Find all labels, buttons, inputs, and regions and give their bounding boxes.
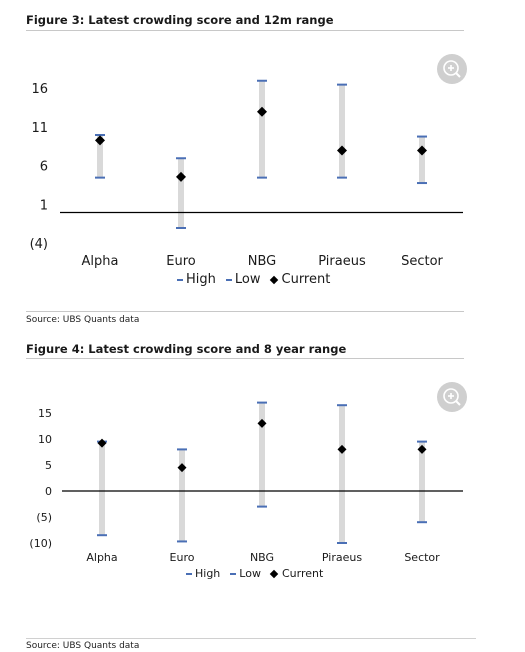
range-bar: [339, 405, 345, 543]
y-tick-label: 5: [45, 459, 52, 472]
range-bar: [259, 80, 265, 178]
figure-4-chart: 15 10 5 0 (5) (10) Alpha Euro NBG Piraeus Sector: [29, 401, 463, 564]
y-tick-label: 16: [31, 82, 48, 97]
current-marker: [257, 418, 267, 428]
figure-4-legend: High Low Current: [186, 567, 323, 580]
legend-high: High: [177, 272, 216, 287]
range-bar: [259, 402, 265, 507]
y-tick-label: 0: [45, 485, 52, 498]
current-marker: [417, 145, 427, 156]
range-bar: [339, 84, 345, 178]
current-marker: [95, 135, 105, 146]
y-tick-label: (10): [29, 537, 52, 550]
current-marker: [337, 444, 347, 454]
y-tick-label: 11: [31, 121, 48, 136]
category-label: NBG: [248, 254, 277, 269]
figure-4-title: Figure 4: Latest crowding score and 8 ye…: [26, 342, 347, 356]
current-marker: [337, 145, 347, 156]
low-marker-icon: [230, 572, 237, 575]
zoom-in-icon: [443, 60, 461, 78]
figure-3-zoom-button[interactable]: [437, 54, 467, 84]
range-bar: [179, 449, 185, 542]
current-marker: [176, 171, 186, 182]
legend-low-label: Low: [234, 272, 261, 287]
category-label: Piraeus: [318, 254, 366, 269]
category-label: NBG: [250, 551, 274, 564]
current-marker: [257, 106, 267, 117]
legend-low: Low: [225, 272, 261, 287]
figure-4-title-divider: [26, 358, 464, 359]
y-tick-label: (4): [30, 237, 48, 252]
current-marker: [177, 463, 187, 473]
low-marker-icon: [225, 278, 232, 281]
legend-high-label: High: [186, 272, 216, 287]
category-label: Euro: [170, 551, 195, 564]
figure-3-title-divider: [26, 30, 464, 31]
current-marker: [97, 438, 107, 448]
figure-4-source: Source: UBS Quants data: [26, 641, 140, 651]
y-tick-label: 1: [40, 198, 48, 213]
figure-3-title: Figure 3: Latest crowding score and 12m …: [26, 13, 334, 27]
category-label: Alpha: [86, 551, 117, 564]
legend-current-label: Current: [281, 272, 331, 287]
category-label: Sector: [401, 254, 443, 269]
current-marker: [417, 444, 427, 454]
legend-low: Low: [230, 567, 261, 580]
figure-3-source: Source: UBS Quants data: [26, 315, 140, 325]
category-label: Piraeus: [322, 551, 362, 564]
range-bar: [178, 158, 184, 228]
high-marker-icon: [177, 278, 183, 281]
legend-low-label: Low: [239, 567, 261, 580]
range-bar: [419, 136, 425, 184]
figure-3-chart: 16 11 6 1 (4) Alpha Euro NBG Piraeus Sector: [30, 79, 463, 269]
y-tick-label: (5): [36, 511, 52, 524]
category-label: Sector: [404, 551, 440, 564]
legend-current: Current: [269, 567, 324, 580]
range-bar: [419, 441, 425, 523]
zoom-in-icon: [443, 388, 461, 406]
diamond-icon: [269, 275, 278, 284]
figure-4-zoom-button[interactable]: [437, 382, 467, 412]
legend-high-label: High: [195, 567, 221, 580]
y-tick-label: 6: [40, 160, 48, 175]
category-label: Euro: [166, 254, 196, 269]
legend-current-label: Current: [281, 567, 324, 580]
legend-high: High: [186, 567, 220, 580]
figure-4-bottom-divider: [26, 638, 476, 639]
legend-current: Current: [269, 272, 331, 287]
range-bar: [99, 441, 105, 536]
high-marker-icon: [186, 572, 192, 575]
figure-3-bottom-divider: [26, 311, 464, 312]
diamond-icon: [269, 569, 279, 578]
y-tick-label: 15: [38, 407, 52, 420]
figure-3-legend: High Low Current: [177, 272, 330, 287]
y-tick-label: 10: [38, 433, 52, 446]
category-label: Alpha: [82, 254, 119, 269]
range-bar: [97, 135, 103, 178]
